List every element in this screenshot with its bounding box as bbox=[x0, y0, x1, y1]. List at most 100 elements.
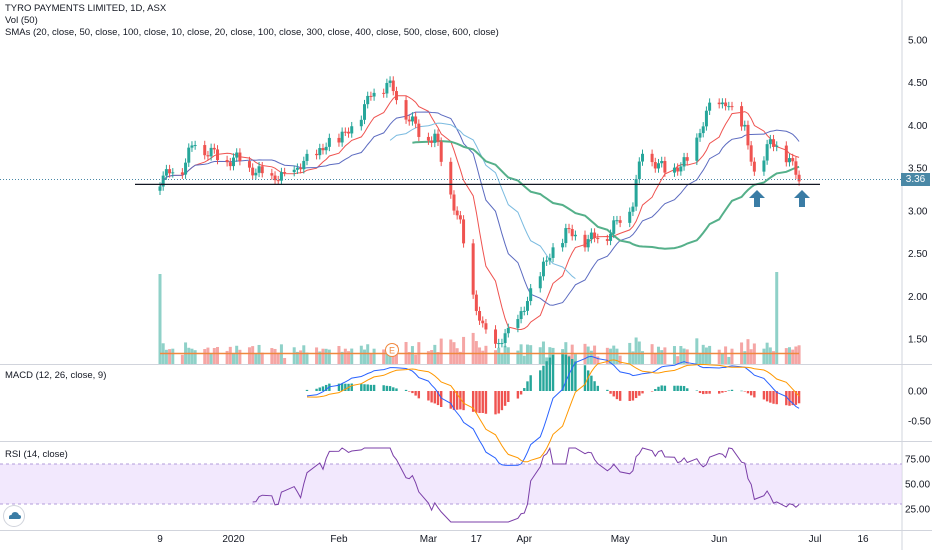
candle-body bbox=[238, 152, 242, 162]
macd-hist-bar bbox=[606, 389, 609, 391]
volume-bar bbox=[494, 350, 498, 364]
volume-bar bbox=[682, 348, 686, 364]
macd-hist-bar bbox=[372, 384, 376, 391]
candle-body bbox=[570, 229, 574, 237]
candle-body bbox=[730, 106, 734, 108]
volume-bar bbox=[794, 346, 798, 364]
volume-bar bbox=[784, 348, 788, 364]
volume-bar bbox=[631, 351, 635, 364]
candle-body bbox=[436, 133, 440, 142]
volume-bar bbox=[615, 348, 619, 364]
macd-hist-bar bbox=[395, 388, 398, 391]
volume-bar bbox=[797, 345, 801, 364]
candle-body bbox=[283, 172, 287, 174]
macd-hist-bar bbox=[583, 365, 587, 391]
macd-hist-bar bbox=[385, 385, 389, 391]
candle-body bbox=[474, 294, 478, 312]
volume-bar bbox=[292, 347, 296, 364]
rsi-line bbox=[252, 446, 800, 523]
volume-bar bbox=[382, 349, 386, 364]
candle-body bbox=[394, 91, 398, 101]
volume-bar bbox=[187, 347, 191, 364]
macd-hist-bar bbox=[762, 391, 766, 400]
volume-bar bbox=[225, 350, 229, 364]
candle-body bbox=[321, 148, 325, 151]
price-tick-label: 1.50 bbox=[908, 335, 928, 346]
macd-hist-bar bbox=[408, 391, 411, 392]
volume-bar bbox=[516, 350, 520, 364]
macd-hist-bar bbox=[586, 370, 590, 391]
volume-bar bbox=[663, 347, 667, 364]
volume-bar bbox=[270, 348, 274, 364]
candle-body bbox=[765, 144, 769, 161]
candle-body bbox=[609, 233, 613, 241]
candle-body bbox=[660, 161, 664, 164]
volume-bar bbox=[656, 346, 660, 364]
volume-bar bbox=[724, 346, 728, 364]
macd-hist-bar bbox=[676, 385, 679, 391]
candle-body bbox=[449, 161, 453, 195]
time-tick-label: May bbox=[611, 534, 630, 545]
volume-bar bbox=[612, 345, 616, 364]
candle-body bbox=[631, 206, 635, 212]
macd-hist-bar bbox=[743, 391, 746, 392]
time-tick-label: Apr bbox=[517, 534, 533, 545]
macd-line bbox=[306, 355, 800, 466]
tradingview-logo[interactable] bbox=[4, 506, 24, 526]
volume-bar bbox=[414, 354, 418, 364]
candle-body bbox=[478, 311, 482, 321]
volume-bar bbox=[180, 354, 184, 364]
macd-hist-bar bbox=[571, 358, 574, 391]
volume-bar bbox=[209, 352, 213, 364]
macd-tick-label: -0.50 bbox=[908, 417, 931, 428]
macd-hist-bar bbox=[459, 391, 462, 410]
candle-body bbox=[410, 116, 414, 122]
symbol-title[interactable]: TYRO PAYMENTS LIMITED, 1D, ASX bbox=[5, 3, 167, 14]
volume-bar bbox=[391, 350, 395, 364]
macd-hist-bar bbox=[427, 391, 430, 401]
candle-body bbox=[270, 173, 274, 176]
macd-hist-bar bbox=[679, 385, 683, 391]
macd-hist-bar bbox=[542, 365, 545, 391]
volume-bar bbox=[727, 356, 731, 364]
price-tick-label: 3.00 bbox=[908, 206, 928, 217]
volume-bar bbox=[679, 346, 683, 364]
candle-body bbox=[797, 174, 801, 182]
candle-body bbox=[407, 119, 411, 122]
time-tick-label: 17 bbox=[471, 534, 483, 545]
price-tick-label: 4.00 bbox=[908, 121, 928, 132]
price-tick-label: 4.50 bbox=[908, 78, 928, 89]
time-tick-label: Feb bbox=[330, 534, 348, 545]
macd-hist-bar bbox=[749, 391, 753, 396]
volume-bar bbox=[235, 345, 239, 364]
volume-bar bbox=[529, 345, 533, 364]
macd-hist-bar bbox=[539, 370, 542, 391]
candle-body bbox=[548, 257, 552, 261]
candle-body bbox=[324, 146, 328, 151]
macd-legend-label: MACD (12, 26, close, 9) bbox=[5, 370, 107, 381]
candle-body bbox=[279, 172, 283, 181]
macd-hist-bar bbox=[548, 357, 552, 391]
candle-body bbox=[708, 102, 712, 111]
candle-body bbox=[791, 158, 795, 162]
volume-bar bbox=[302, 345, 306, 364]
candle-body bbox=[187, 147, 191, 163]
volume-bar bbox=[305, 352, 309, 364]
macd-hist-bar bbox=[315, 388, 318, 391]
rsi-legend[interactable]: RSI (14, close) bbox=[5, 449, 68, 461]
candle-body bbox=[417, 123, 421, 137]
candle-body bbox=[618, 220, 622, 223]
macd-hist-bar bbox=[366, 384, 369, 391]
volume-legend[interactable]: Vol (50) bbox=[5, 15, 38, 26]
macd-legend[interactable]: MACD (12, 26, close, 9) bbox=[5, 370, 106, 382]
macd-hist-bar bbox=[388, 386, 392, 391]
macd-hist-bar bbox=[654, 389, 657, 391]
sma-legend[interactable]: SMAs (20, close, 50, close, 100, close, … bbox=[5, 27, 499, 38]
candle-body bbox=[184, 162, 188, 175]
candle-body bbox=[404, 100, 408, 120]
candle-body bbox=[497, 343, 501, 345]
macd-hist-bar bbox=[788, 391, 791, 406]
volume-bar bbox=[426, 351, 430, 364]
time-tick-label: Mar bbox=[420, 534, 438, 545]
